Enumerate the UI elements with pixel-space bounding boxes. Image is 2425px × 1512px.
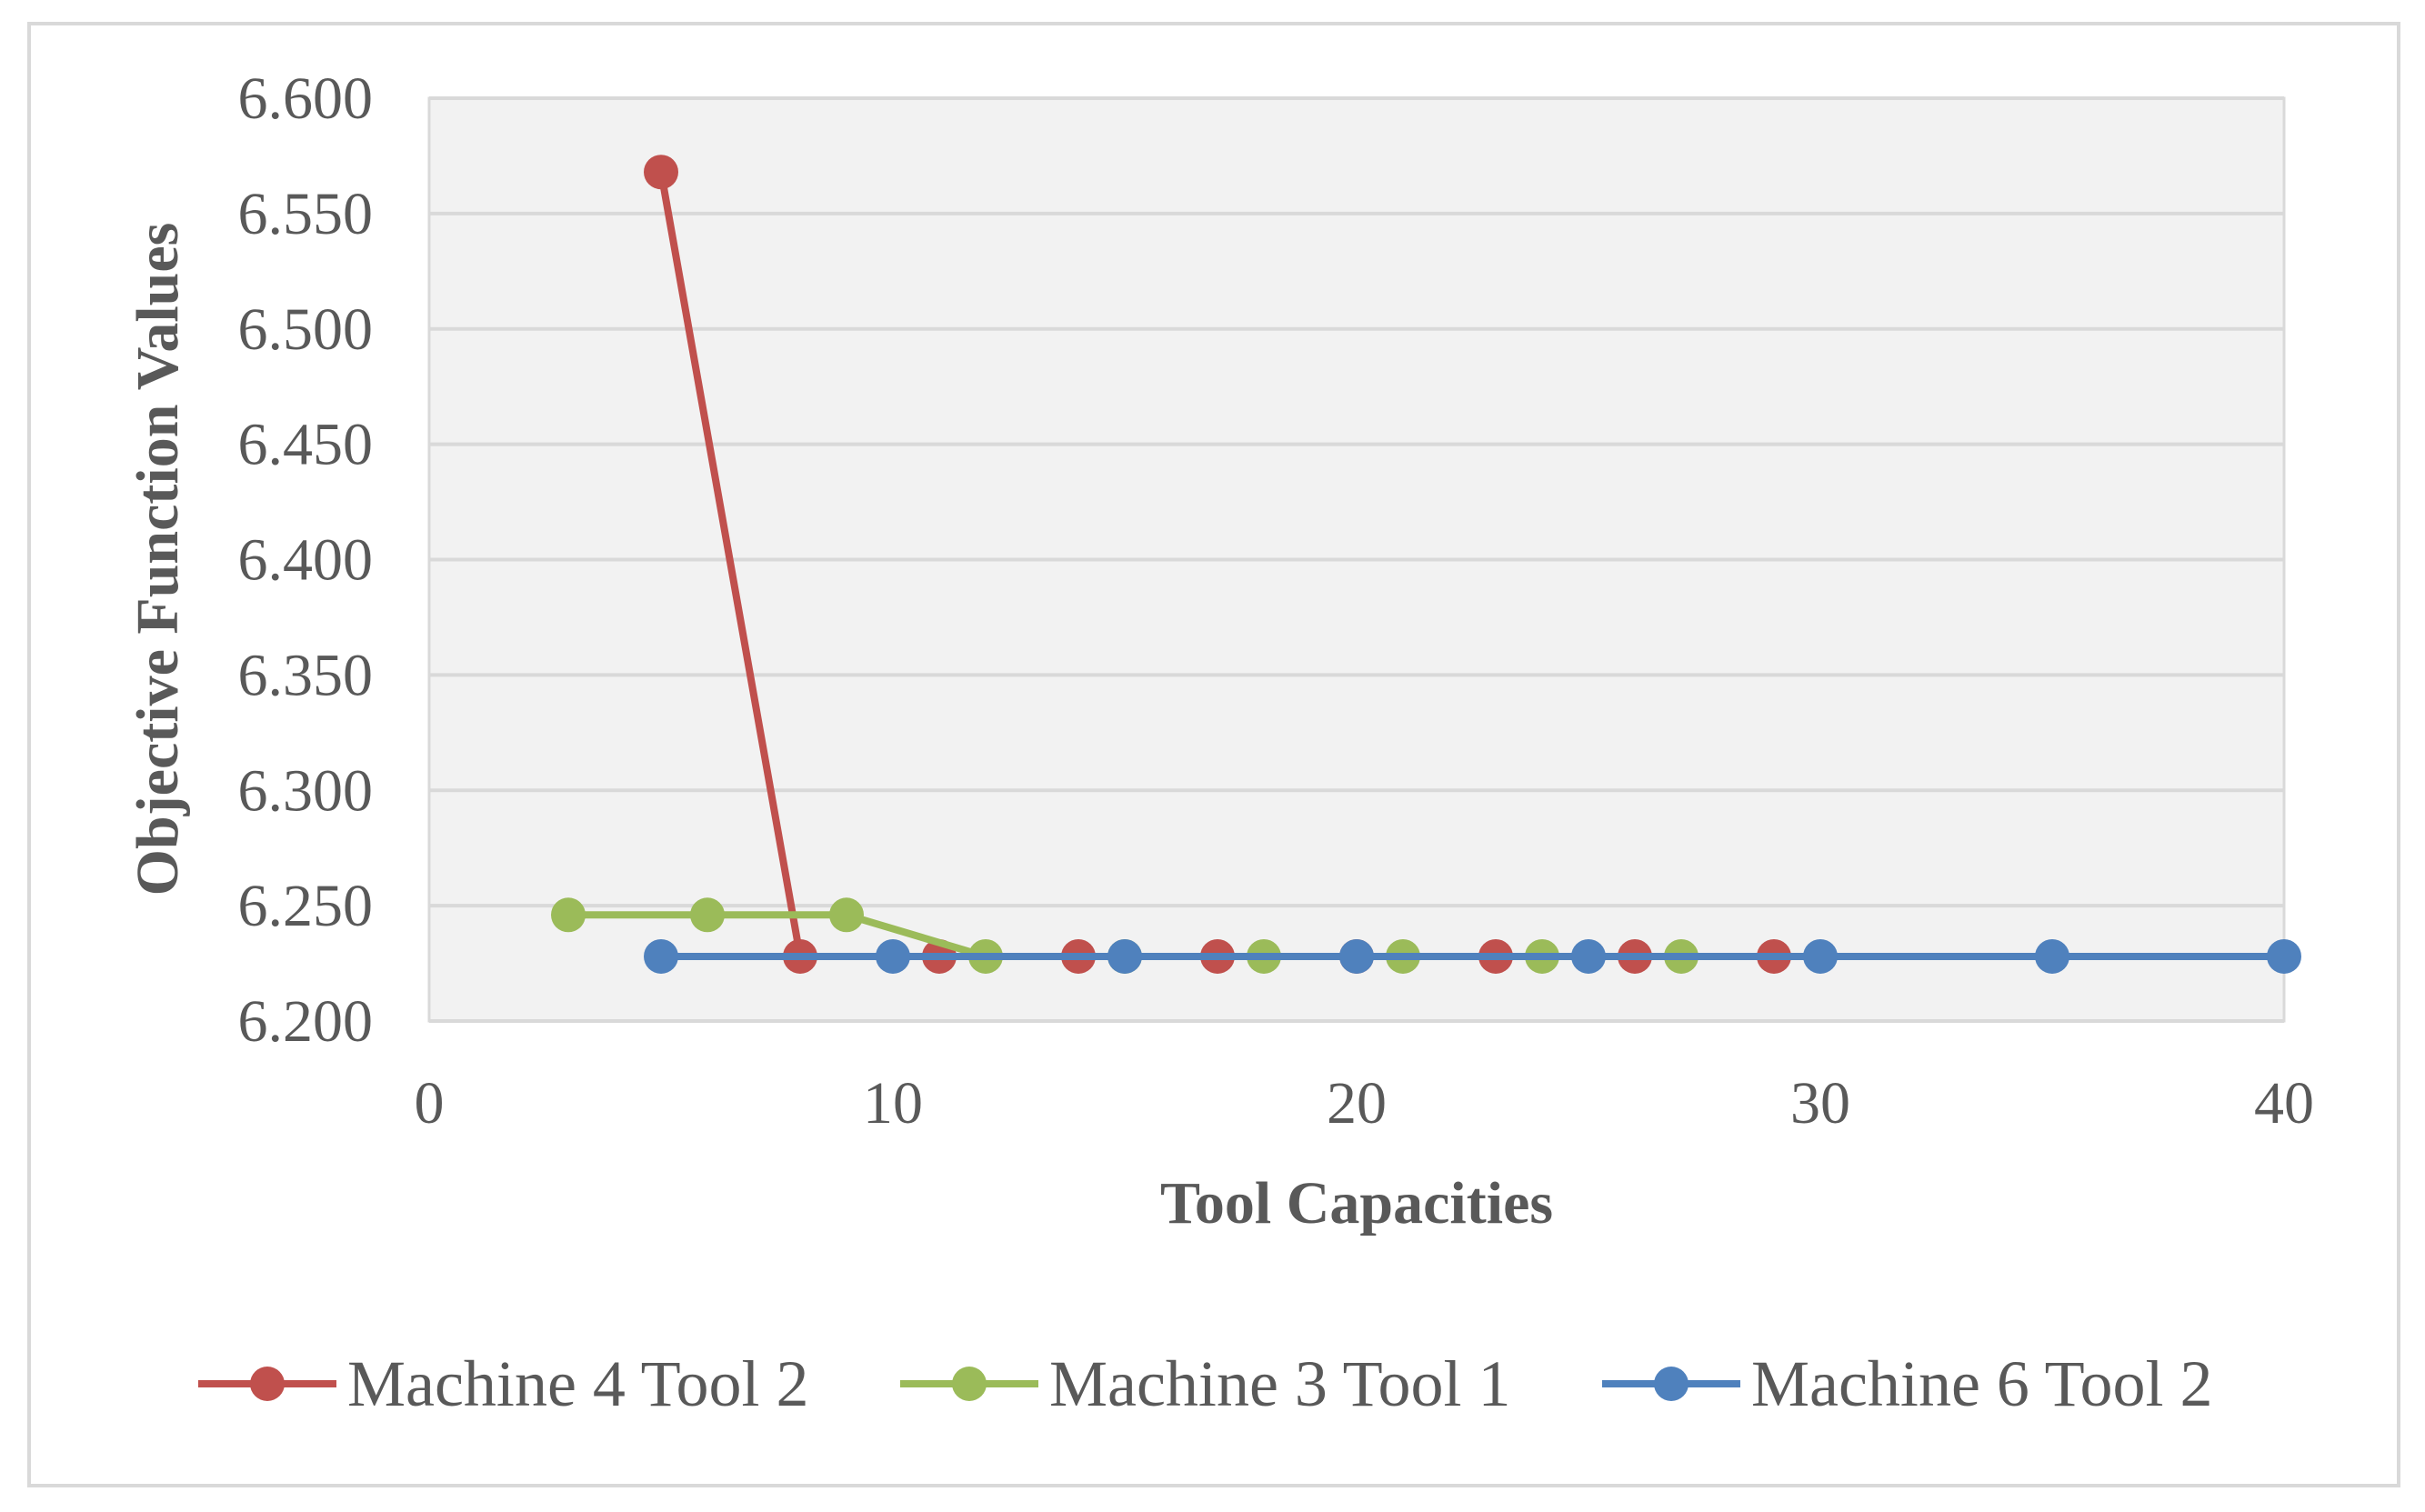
data-point — [1571, 938, 1606, 974]
data-point — [2035, 938, 2069, 974]
legend-item: Machine 3 Tool 1 — [900, 1347, 1511, 1420]
data-point — [1107, 938, 1142, 974]
data-point — [644, 155, 678, 190]
data-point — [1339, 938, 1374, 974]
y-tick-label: 6.550 — [238, 181, 374, 247]
x-tick-label: 0 — [415, 1070, 445, 1137]
x-tick-label: 10 — [863, 1070, 923, 1137]
y-tick-label: 6.400 — [238, 527, 374, 594]
legend-marker — [250, 1367, 285, 1401]
y-tick-label: 6.350 — [238, 642, 374, 708]
y-tick-label: 6.600 — [238, 65, 374, 132]
series-3 — [644, 938, 2301, 974]
y-tick-label: 6.250 — [238, 873, 374, 939]
y-tick-label: 6.450 — [238, 412, 374, 478]
legend-item: Machine 6 Tool 2 — [1602, 1347, 2213, 1420]
data-point — [829, 897, 864, 933]
y-tick-label: 6.300 — [238, 757, 374, 824]
legend-marker — [1654, 1367, 1688, 1401]
y-axis-title: Objective Function Values — [125, 223, 191, 896]
series-group — [551, 155, 2301, 974]
legend-marker — [952, 1367, 987, 1401]
legend-label: Machine 3 Tool 1 — [1049, 1347, 1511, 1420]
data-point — [876, 938, 910, 974]
data-point — [644, 938, 678, 974]
legend: Machine 4 Tool 2 Machine 3 Tool 1 Machine … — [198, 1347, 2213, 1420]
x-tick-labels: 0 10 20 30 40 — [415, 1070, 2315, 1137]
data-point — [1803, 938, 1838, 974]
legend-item: Machine 4 Tool 2 — [198, 1347, 809, 1420]
gridlines — [429, 96, 2284, 1023]
data-point — [690, 897, 725, 933]
y-tick-label: 6.500 — [238, 296, 374, 363]
x-tick-label: 20 — [1327, 1070, 1387, 1137]
data-point — [2267, 938, 2301, 974]
y-tick-label: 6.200 — [238, 988, 374, 1055]
legend-label: Machine 6 Tool 2 — [1751, 1347, 2213, 1420]
x-tick-label: 30 — [1790, 1070, 1850, 1137]
data-point — [551, 897, 586, 933]
x-tick-label: 40 — [2254, 1070, 2314, 1137]
legend-label: Machine 4 Tool 2 — [347, 1347, 809, 1420]
y-tick-labels: 6.200 6.250 6.300 6.350 6.400 6.450 6.500 6.550… — [238, 65, 374, 1055]
x-axis-title: Tool Capacities — [1160, 1170, 1553, 1237]
